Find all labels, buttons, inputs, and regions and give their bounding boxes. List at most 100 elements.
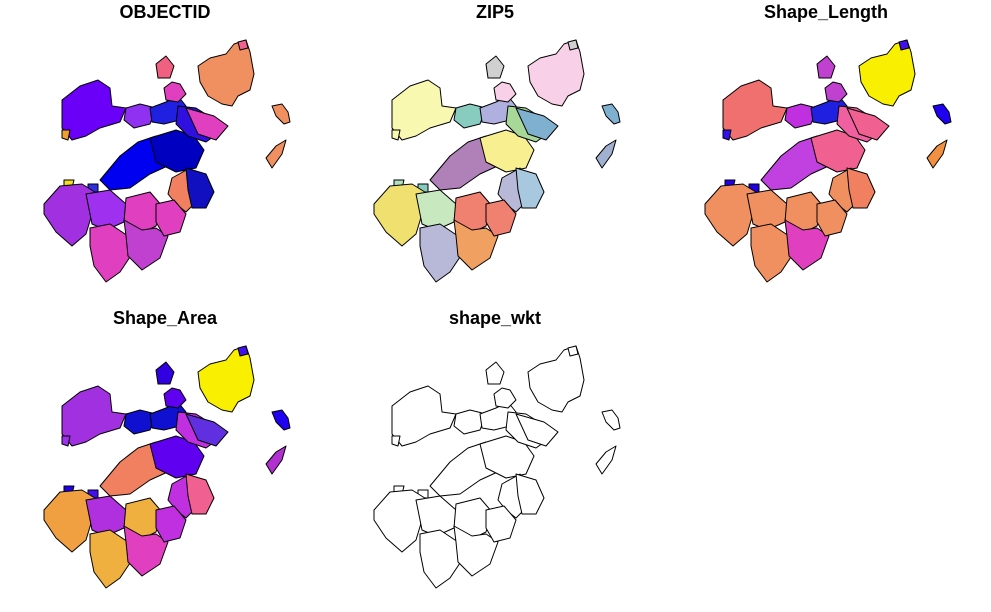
- region-south-2: [453, 525, 499, 577]
- region-south-1: [89, 223, 133, 283]
- region-south-1: [750, 223, 794, 283]
- region-center-north-3: [163, 387, 187, 409]
- map-regions: [373, 345, 621, 589]
- region-north-east-large: [527, 345, 585, 413]
- region-south-east-island: [265, 139, 287, 169]
- region-north-east-top: [237, 39, 249, 51]
- map-svg: [373, 39, 621, 283]
- region-east-1: [515, 413, 559, 447]
- panel-title: ZIP5: [475, 2, 514, 22]
- map-panel-shape-wkt: shape_wkt: [330, 306, 660, 606]
- region-north-east-large: [527, 39, 585, 107]
- panel-title: Shape_Length: [763, 2, 888, 22]
- region-north-east-large: [858, 39, 916, 107]
- map-regions: [43, 345, 291, 589]
- region-south-1: [419, 223, 463, 283]
- region-south-east-1: [515, 167, 545, 209]
- region-center-north-1: [123, 409, 157, 435]
- region-north-west-peninsula: [61, 385, 127, 447]
- region-west-1: [704, 183, 760, 247]
- panel-title: OBJECTID: [119, 2, 211, 22]
- region-south-2: [453, 219, 499, 271]
- map-regions: [43, 39, 291, 283]
- region-north-east-top: [898, 39, 910, 51]
- region-south-east-island: [265, 445, 287, 475]
- region-north-east-large: [197, 39, 255, 107]
- region-central-2: [479, 435, 535, 479]
- region-west-1: [373, 489, 429, 553]
- map-panel-objectid: OBJECTID: [0, 0, 330, 300]
- map-svg: [43, 345, 291, 589]
- region-north-east-top: [567, 39, 579, 51]
- map-panel-zip5: ZIP5: [330, 0, 660, 300]
- region-south-2: [123, 219, 169, 271]
- region-north-west-peninsula: [722, 79, 788, 141]
- region-south-west-1: [85, 189, 127, 231]
- region-south-east-island: [926, 139, 948, 169]
- region-south-1: [419, 529, 463, 589]
- region-south-3: [485, 505, 517, 543]
- region-south-east-island: [595, 445, 617, 475]
- region-center-north-3: [163, 81, 187, 103]
- panel-title: Shape_Area: [112, 308, 218, 328]
- region-far-east-island: [271, 103, 291, 125]
- region-north-west-peninsula: [391, 79, 457, 141]
- region-east-1: [185, 413, 229, 447]
- region-south-2: [123, 525, 169, 577]
- region-east-1: [846, 107, 890, 141]
- region-south-3: [485, 199, 517, 237]
- region-east-1: [185, 107, 229, 141]
- region-south-west-1: [415, 189, 457, 231]
- panel-title: shape_wkt: [448, 308, 542, 328]
- region-south-west-1: [746, 189, 788, 231]
- region-small-island: [61, 435, 71, 447]
- region-north-east-small: [155, 55, 175, 79]
- region-center-north-1: [453, 409, 487, 435]
- map-panel-shape-area: Shape_Area: [0, 306, 330, 606]
- map-svg: [43, 39, 291, 283]
- region-south-east-1: [185, 473, 215, 515]
- region-south-east-1: [515, 473, 545, 515]
- map-svg: [704, 39, 952, 283]
- region-central-2: [149, 435, 205, 479]
- region-south-east-island: [595, 139, 617, 169]
- region-south-2: [784, 219, 830, 271]
- region-north-west-peninsula: [391, 385, 457, 447]
- region-far-east-island: [601, 103, 621, 125]
- region-north-east-small: [485, 55, 505, 79]
- region-central-2: [810, 129, 866, 173]
- region-north-west-peninsula: [61, 79, 127, 141]
- map-regions: [704, 39, 952, 283]
- region-central-2: [479, 129, 535, 173]
- region-center-north-1: [453, 103, 487, 129]
- region-far-east-island: [271, 409, 291, 431]
- region-north-east-top: [567, 345, 579, 357]
- region-west-1: [43, 183, 99, 247]
- region-west-1: [43, 489, 99, 553]
- region-small-island: [61, 129, 71, 141]
- region-small-island: [391, 129, 401, 141]
- region-south-3: [155, 505, 187, 543]
- region-south-west-1: [85, 495, 127, 537]
- region-center-north-1: [123, 103, 157, 129]
- region-small-island: [722, 129, 732, 141]
- region-north-east-top: [237, 345, 249, 357]
- region-west-1: [373, 183, 429, 247]
- region-far-east-island: [601, 409, 621, 431]
- region-south-east-1: [846, 167, 876, 209]
- region-center-north-3: [493, 81, 517, 103]
- region-center-north-1: [784, 103, 818, 129]
- region-south-1: [89, 529, 133, 589]
- region-east-1: [515, 107, 559, 141]
- region-central-2: [149, 129, 205, 173]
- region-south-3: [816, 199, 848, 237]
- region-north-east-large: [197, 345, 255, 413]
- region-far-east-island: [932, 103, 952, 125]
- map-regions: [373, 39, 621, 283]
- region-north-east-small: [155, 361, 175, 385]
- region-center-north-3: [824, 81, 848, 103]
- region-south-east-1: [185, 167, 215, 209]
- region-small-island: [391, 435, 401, 447]
- region-south-3: [155, 199, 187, 237]
- region-south-west-1: [415, 495, 457, 537]
